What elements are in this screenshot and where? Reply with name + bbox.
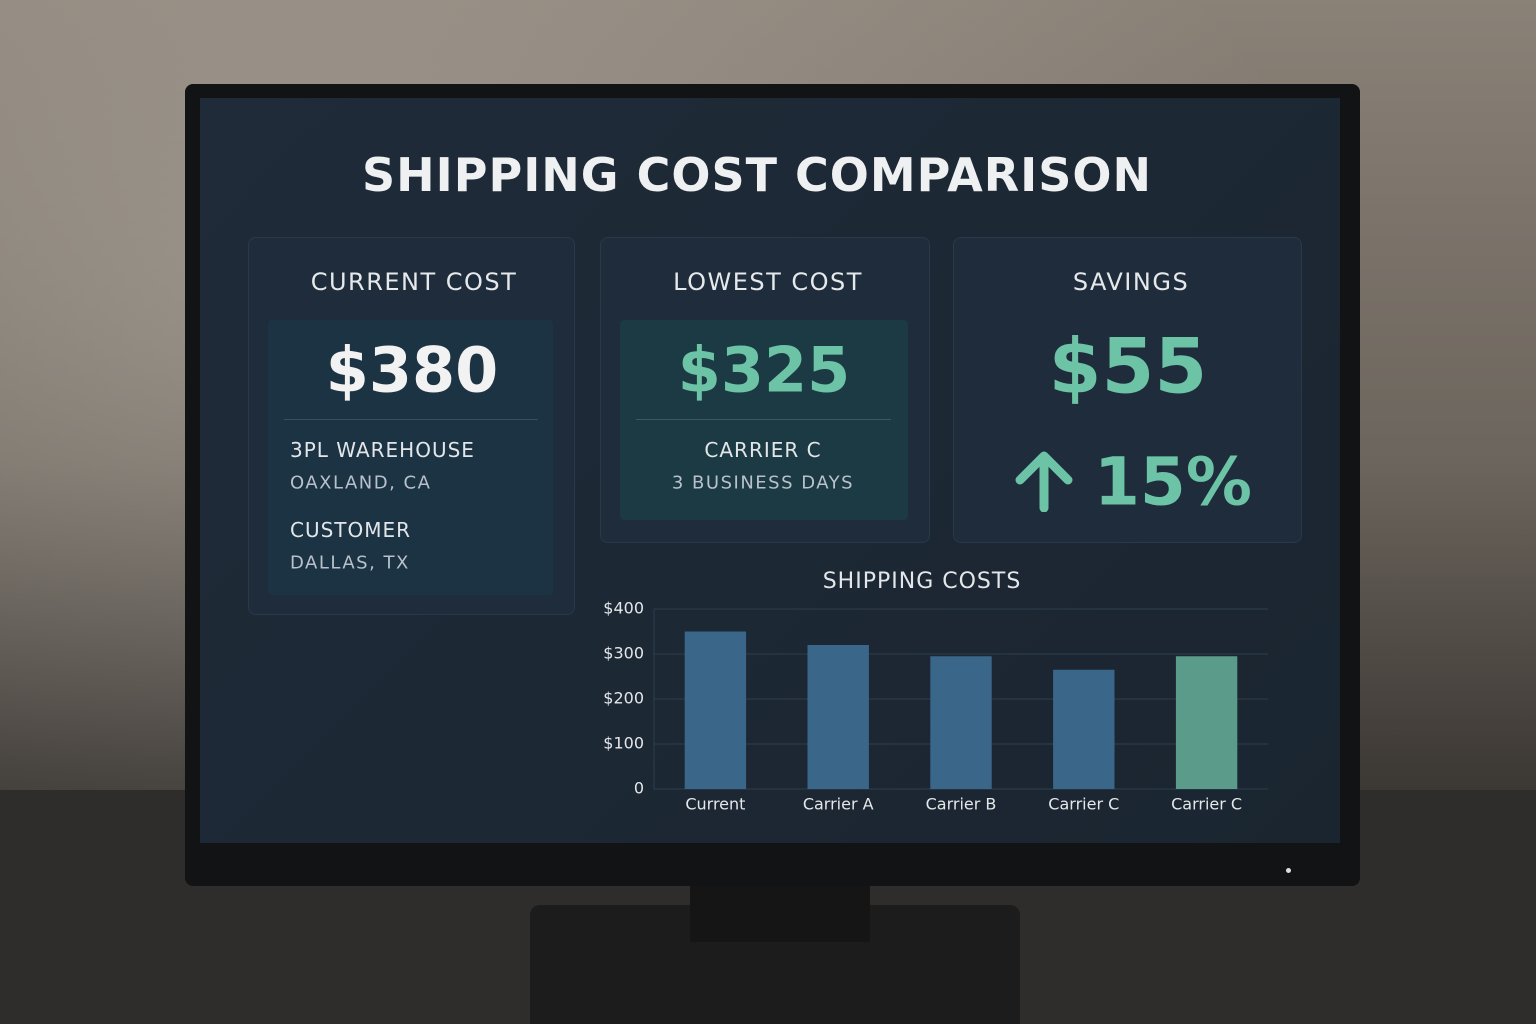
lowest-amount: $325 xyxy=(677,333,851,407)
current-cost-panel xyxy=(268,320,553,595)
transit-time: 3 BUSINESS DAYS xyxy=(671,472,855,494)
x-tick-label: Carrier A xyxy=(803,795,874,814)
divider xyxy=(284,419,538,420)
destination: DALLAS, TX xyxy=(290,552,410,574)
x-tick-label: Carrier C xyxy=(1171,795,1242,814)
y-tick-label: 0 xyxy=(634,779,644,798)
lowest-cost-panel xyxy=(620,320,908,520)
monitor-neck xyxy=(690,880,870,942)
dashboard-title: SHIPPING COST COMPARISON xyxy=(362,148,1152,202)
card-heading: CURRENT COST xyxy=(310,268,518,296)
current-amount: $380 xyxy=(325,333,499,407)
y-tick-label: $400 xyxy=(603,599,644,618)
destination-label: CUSTOMER xyxy=(290,518,412,542)
savings-percent: 15% xyxy=(1094,443,1252,521)
bar xyxy=(930,656,992,789)
y-tick-label: $300 xyxy=(603,644,644,663)
carrier: CARRIER C xyxy=(704,438,822,462)
x-tick-label: Carrier B xyxy=(926,795,997,814)
savings-card xyxy=(953,237,1302,543)
savings-amount: $55 xyxy=(1048,321,1208,411)
origin-label: 3PL WAREHOUSE xyxy=(290,438,475,462)
card-heading: SAVINGS xyxy=(1072,268,1190,296)
x-tick-label: Current xyxy=(685,795,745,814)
divider xyxy=(636,419,891,420)
chart-title: SHIPPING COSTS xyxy=(823,569,1022,594)
bar xyxy=(1175,656,1238,789)
bar xyxy=(807,645,869,789)
up-arrow-icon xyxy=(1015,451,1073,512)
y-tick-label: $200 xyxy=(603,689,644,708)
bar xyxy=(1053,669,1115,789)
bar xyxy=(684,631,747,789)
power-led xyxy=(1286,868,1291,873)
card-heading: LOWEST COST xyxy=(673,268,863,296)
origin: OAXLAND, CA xyxy=(290,472,432,494)
y-tick-label: $100 xyxy=(603,734,644,753)
x-tick-label: Carrier C xyxy=(1048,795,1119,814)
bar-chart: SHIPPING COSTS 0 $100 $200 $300 $400 Current C… xyxy=(603,569,1268,814)
